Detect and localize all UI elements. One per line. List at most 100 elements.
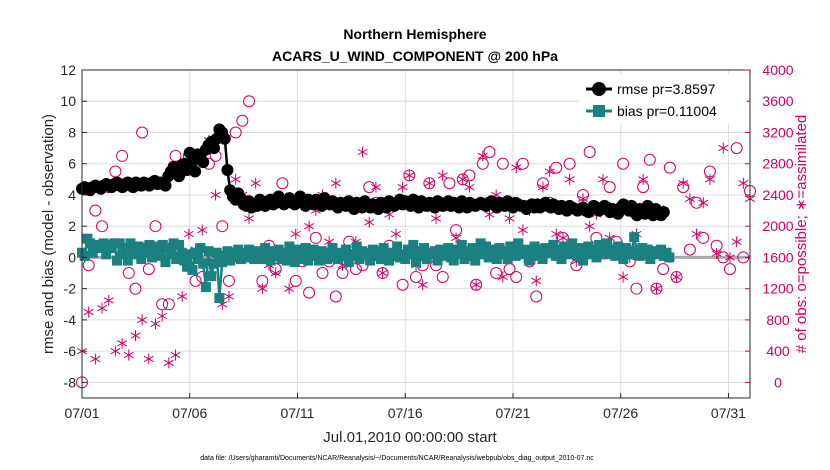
bias-point [233, 244, 244, 255]
assimilated-obs-point [678, 177, 689, 189]
bias-point [588, 244, 599, 255]
assimilated-obs-point [97, 302, 108, 314]
asterisk-stroke [477, 152, 488, 160]
bias-point [171, 253, 182, 264]
bias-point [524, 255, 535, 266]
bias-point [187, 264, 198, 275]
bias-point [572, 250, 583, 261]
asterisk-stroke [290, 230, 301, 238]
assimilated-obs-point [651, 283, 662, 295]
assimilated-obs-point [684, 193, 695, 205]
assimilated-obs-point [137, 314, 148, 326]
bias-point [349, 250, 360, 261]
assimilated-obs-point [117, 337, 128, 349]
assimilated-obs-point [163, 357, 174, 369]
assimilated-obs-point [357, 146, 368, 158]
bias-point [502, 253, 513, 264]
possible-obs-point [116, 149, 129, 162]
y-right-tick-label: 1200 [762, 281, 793, 297]
bias-point [79, 250, 90, 261]
assimilated-obs-point [304, 220, 315, 232]
possible-obs-point [363, 181, 376, 194]
bias-point [373, 246, 384, 257]
bias-point [289, 257, 300, 268]
rmse-point [218, 132, 231, 145]
x-tick-label: 07/16 [388, 405, 423, 421]
legend-rmse-marker [592, 82, 606, 96]
possible-obs-point [443, 177, 456, 190]
assimilated-obs-point [484, 208, 495, 220]
assimilated-obs-point [517, 224, 528, 236]
asterisk-stroke [170, 351, 181, 359]
asterisk-stroke [370, 183, 381, 191]
asterisk-stroke [177, 293, 188, 300]
bias-point [303, 255, 314, 266]
bias-point [295, 247, 306, 258]
bias-point [537, 253, 548, 264]
bias-point [101, 249, 112, 260]
bias-point [510, 250, 521, 261]
asterisk-stroke [364, 219, 375, 226]
assimilated-obs-point [618, 271, 629, 283]
possible-obs-point [309, 231, 322, 244]
assimilated-obs-point [731, 236, 742, 248]
bias-point [308, 244, 319, 255]
bias-point [173, 239, 184, 250]
assimilated-obs-point [157, 310, 168, 322]
asterisk-stroke [197, 226, 208, 234]
assimilated-obs-point [330, 177, 341, 189]
rmse-bias-series [76, 123, 675, 304]
bias-point [607, 244, 618, 255]
possible-obs-point [657, 263, 670, 276]
asterisk-stroke [544, 168, 555, 175]
asterisk-stroke [704, 176, 715, 183]
asterisk-stroke [243, 215, 255, 222]
possible-obs-point [563, 157, 576, 170]
bias-point [459, 253, 470, 264]
asterisk-stroke [638, 176, 649, 183]
bias-point [626, 249, 637, 260]
bias-point [184, 249, 195, 260]
bias-point [190, 247, 201, 258]
assimilated-obs-point [564, 173, 575, 185]
assimilated-obs-point [290, 228, 301, 240]
assimilated-obs-point [738, 177, 749, 189]
possible-obs-point [603, 181, 616, 194]
bias-point [351, 241, 362, 252]
y-tick-label: 4 [68, 187, 76, 203]
bias-point [551, 250, 562, 261]
bias-point [405, 249, 416, 260]
y-right-tick-label: 2800 [762, 156, 793, 172]
assimilated-obs-point [103, 294, 114, 306]
possible-obs-point [303, 286, 316, 299]
assimilated-obs-point [123, 349, 134, 361]
assimilated-obs-point [143, 353, 154, 365]
possible-obs-point [436, 270, 449, 283]
bias-point [475, 238, 486, 249]
bias-point [556, 253, 567, 264]
possible-obs-point [142, 263, 155, 276]
bias-point [534, 244, 545, 255]
bias-point [257, 253, 268, 264]
asterisk-stroke [143, 355, 154, 363]
bias-point [583, 241, 594, 252]
assimilated-obs-point [504, 212, 515, 224]
bias-point [141, 247, 152, 258]
bias-point [443, 243, 454, 254]
y-tick-label: 8 [68, 124, 76, 140]
possible-obs-point [530, 290, 543, 303]
assimilated-obs-point [718, 142, 729, 154]
asterisk-stroke [517, 226, 528, 234]
asterisk-stroke [304, 223, 315, 230]
possible-obs-point [329, 290, 342, 303]
x-tick-label: 07/21 [495, 405, 530, 421]
bias-point [136, 253, 147, 264]
asterisk-stroke [223, 293, 234, 300]
possible-obs-point [683, 243, 696, 256]
bias-point [602, 238, 613, 249]
bias-point [163, 243, 174, 254]
bias-point [182, 261, 193, 272]
asterisk-stroke [137, 316, 148, 324]
bias-point [416, 250, 427, 261]
bias-point [645, 253, 656, 264]
